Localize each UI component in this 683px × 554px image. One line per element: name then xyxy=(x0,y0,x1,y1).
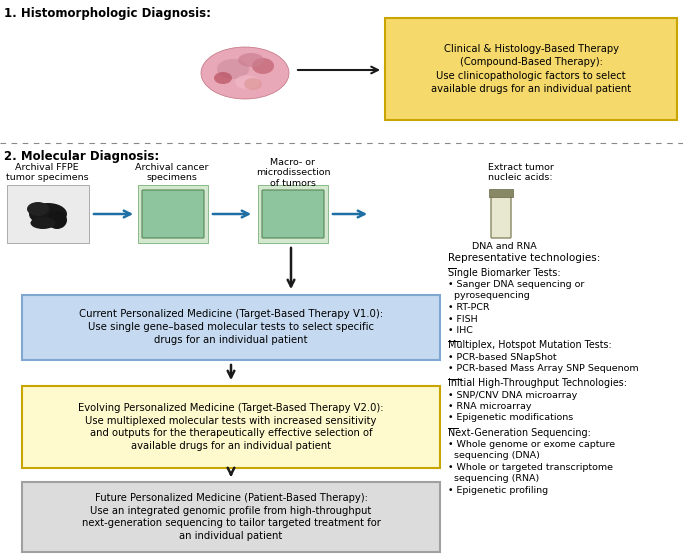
FancyBboxPatch shape xyxy=(142,190,204,238)
Bar xyxy=(22,295,440,360)
Text: Clinical & Histology-Based Therapy
(Compound-Based Therapy):
Use clinicopatholog: Clinical & Histology-Based Therapy (Comp… xyxy=(431,44,631,94)
Text: • Whole or targeted transcriptome
  sequencing (RNA): • Whole or targeted transcriptome sequen… xyxy=(448,463,613,483)
Text: • RNA microarray: • RNA microarray xyxy=(448,402,531,411)
Text: 2. Molecular Diagnosis:: 2. Molecular Diagnosis: xyxy=(4,150,159,163)
Text: Archival cancer
specimens: Archival cancer specimens xyxy=(135,163,209,182)
Text: • PCR-based Mass Array SNP Sequenom: • PCR-based Mass Array SNP Sequenom xyxy=(448,364,639,373)
Text: Archival FFPE
tumor specimens: Archival FFPE tumor specimens xyxy=(5,163,88,182)
Text: • FISH: • FISH xyxy=(448,315,477,324)
Text: Representative technologies:: Representative technologies: xyxy=(448,253,600,263)
Bar xyxy=(489,189,513,197)
Text: Extract tumor
nucleic acids:: Extract tumor nucleic acids: xyxy=(488,163,554,182)
Text: Next-Generation Sequencing:: Next-Generation Sequencing: xyxy=(448,428,591,438)
Bar xyxy=(7,185,89,243)
Text: • PCR-based SNapShot: • PCR-based SNapShot xyxy=(448,352,557,362)
Ellipse shape xyxy=(252,58,274,74)
FancyBboxPatch shape xyxy=(491,196,511,238)
Bar xyxy=(138,185,208,243)
Bar xyxy=(22,482,440,552)
Bar xyxy=(258,185,328,243)
FancyBboxPatch shape xyxy=(262,190,324,238)
Text: Multiplex, Hotspot Mutation Tests:: Multiplex, Hotspot Mutation Tests: xyxy=(448,341,612,351)
Ellipse shape xyxy=(47,211,67,229)
Ellipse shape xyxy=(27,202,49,216)
Ellipse shape xyxy=(235,75,259,89)
Text: • SNP/CNV DNA microarray: • SNP/CNV DNA microarray xyxy=(448,391,577,399)
Text: • Sanger DNA sequencing or
  pyrosequencing: • Sanger DNA sequencing or pyrosequencin… xyxy=(448,280,585,300)
Text: • Whole genome or exome capture
  sequencing (DNA): • Whole genome or exome capture sequenci… xyxy=(448,440,615,460)
Bar xyxy=(22,386,440,468)
Text: Macro- or
microdissection
of tumors: Macro- or microdissection of tumors xyxy=(255,158,331,188)
Text: • Epigenetic modifications: • Epigenetic modifications xyxy=(448,413,573,423)
Text: Current Personalized Medicine (Target-Based Therapy V1.0):
Use single gene–based: Current Personalized Medicine (Target-Ba… xyxy=(79,309,383,345)
Text: 1. Histomorphologic Diagnosis:: 1. Histomorphologic Diagnosis: xyxy=(4,7,211,20)
Ellipse shape xyxy=(29,203,67,225)
Text: Future Personalized Medicine (Patient-Based Therapy):
Use an integrated genomic : Future Personalized Medicine (Patient-Ba… xyxy=(81,493,380,541)
Ellipse shape xyxy=(244,78,262,90)
Ellipse shape xyxy=(238,53,264,67)
Ellipse shape xyxy=(217,59,249,79)
Text: • Epigenetic profiling: • Epigenetic profiling xyxy=(448,486,548,495)
Text: Evolving Personalized Medicine (Target-Based Therapy V2.0):
Use multiplexed mole: Evolving Personalized Medicine (Target-B… xyxy=(79,403,384,451)
Text: • RT-PCR: • RT-PCR xyxy=(448,303,490,312)
Text: DNA and RNA: DNA and RNA xyxy=(472,242,537,251)
Ellipse shape xyxy=(214,72,232,84)
Ellipse shape xyxy=(31,217,55,229)
Ellipse shape xyxy=(201,47,289,99)
Text: Single Biomarker Tests:: Single Biomarker Tests: xyxy=(448,268,561,278)
Bar xyxy=(385,18,677,120)
Text: • IHC: • IHC xyxy=(448,326,473,335)
Text: Initial High-Throughput Technologies:: Initial High-Throughput Technologies: xyxy=(448,378,627,388)
